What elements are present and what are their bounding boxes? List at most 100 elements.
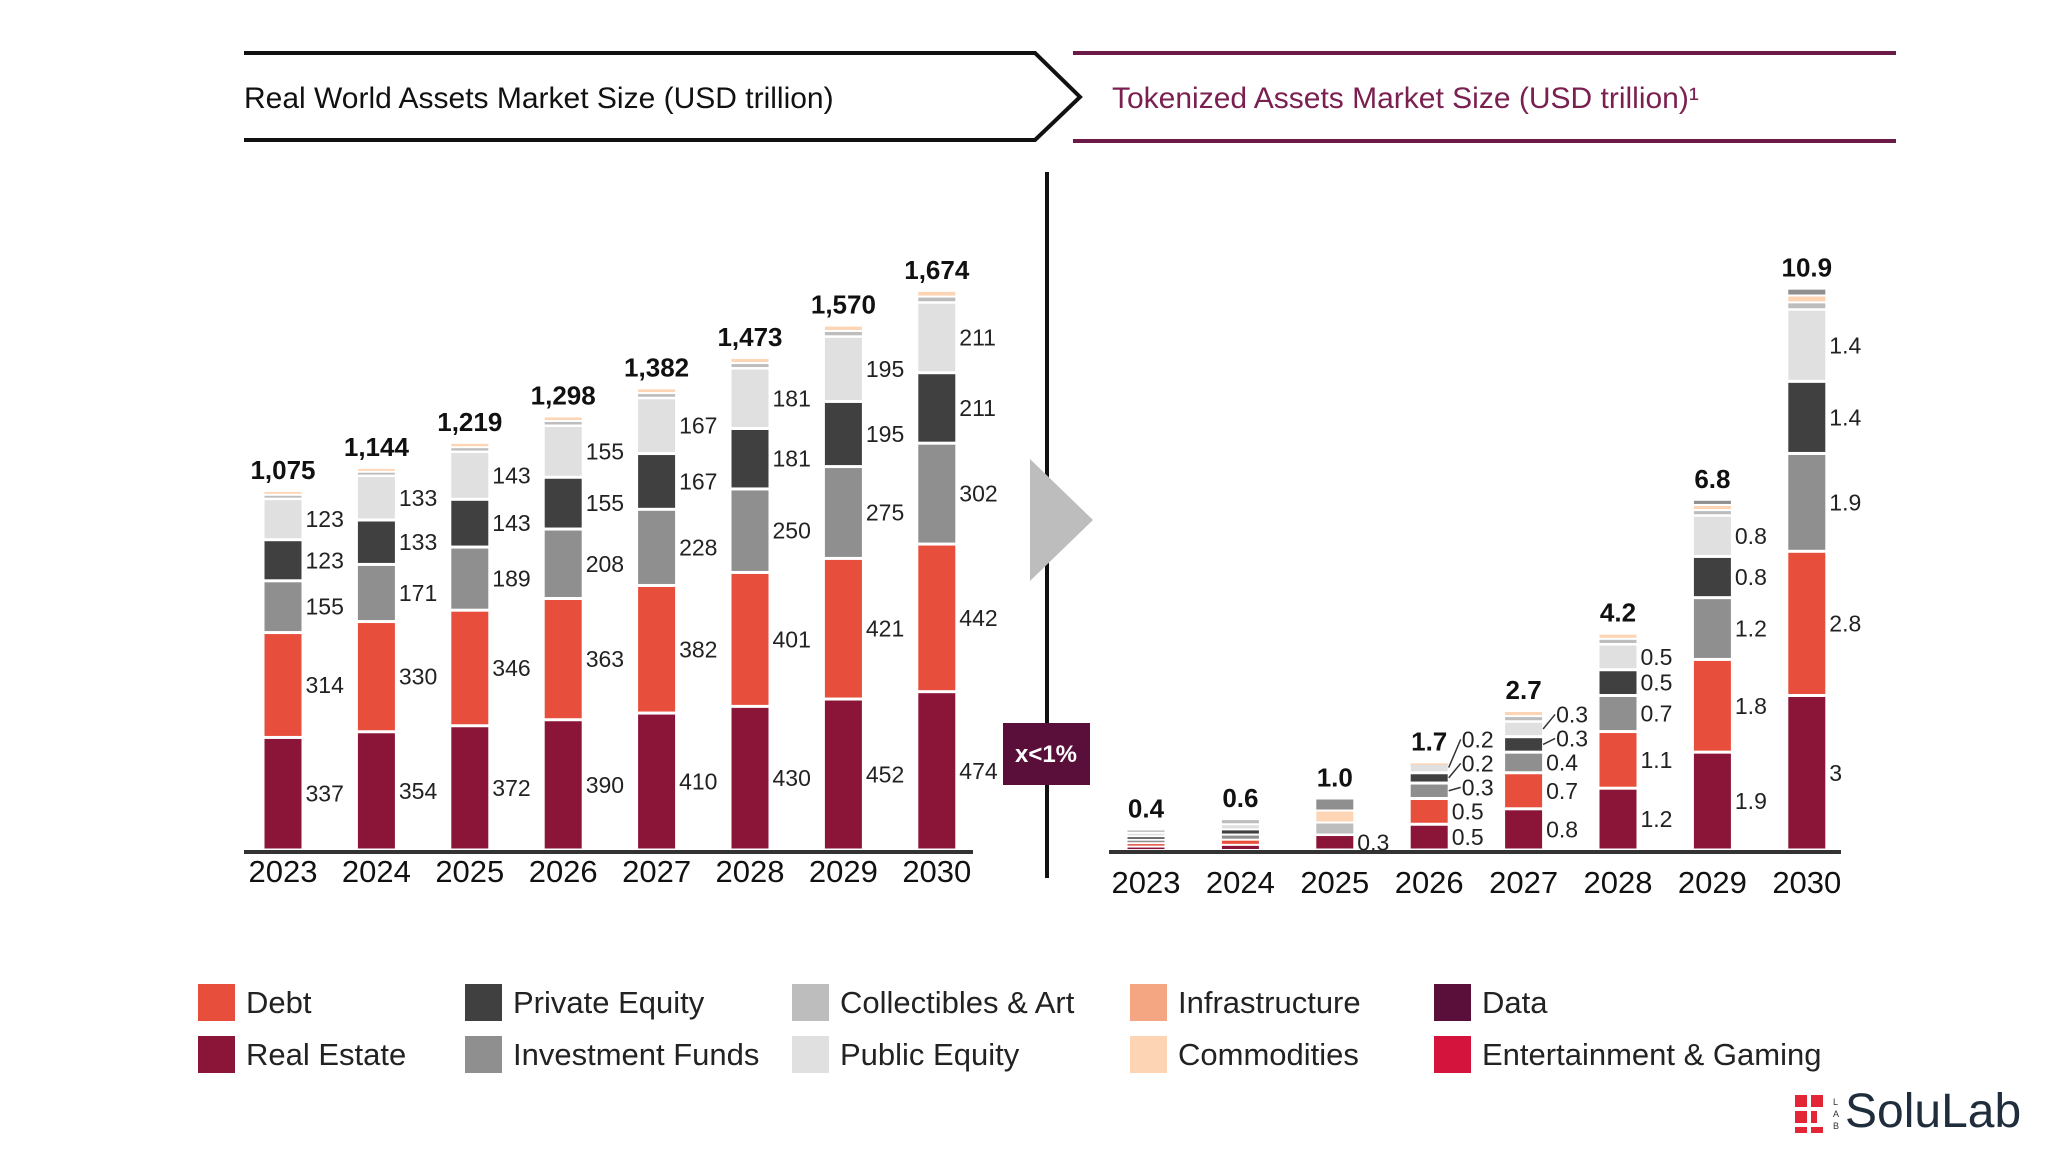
bar-segment-minor-2025 (1316, 823, 1354, 834)
bar-segment-public-equity-2024 (357, 477, 395, 519)
value-label: 0.3 (1462, 774, 1494, 800)
bar-segment-minor-2025 (1316, 799, 1354, 810)
bar-segment-minor-2024 (1221, 825, 1259, 829)
value-label: 133 (399, 529, 437, 555)
bar-segment-public-equity-2029 (824, 337, 862, 400)
value-label: 1.8 (1735, 693, 1767, 719)
x-tick-label: 2026 (1395, 865, 1464, 900)
value-label: 1.4 (1829, 404, 1861, 430)
total-label: 1,382 (624, 352, 689, 382)
value-label: 211 (959, 395, 996, 421)
value-label: 195 (866, 356, 904, 382)
value-label: 0.2 (1462, 726, 1494, 752)
total-label: 6.8 (1694, 464, 1730, 494)
legend-swatch (1434, 984, 1471, 1021)
bar-segment-real-estate-2029 (824, 700, 862, 849)
left-header-arrow (244, 51, 1083, 142)
bar-segment-public-equity-2028 (1599, 645, 1637, 669)
bar-segment-real-estate-2027 (638, 714, 676, 849)
value-label: 1.2 (1641, 806, 1673, 832)
bar-segment-minor-2024 (1221, 820, 1259, 824)
value-label: 442 (959, 605, 997, 631)
bar-segment-private-equity-2026 (544, 478, 582, 528)
legend-label: Public Equity (840, 1037, 1020, 1072)
bar-segment-minor-2023 (1127, 837, 1165, 839)
value-label: 0.8 (1735, 564, 1767, 590)
bar-segment-debt-2029 (1693, 660, 1731, 751)
legend-swatch (1434, 1036, 1471, 1073)
value-label: 0.3 (1556, 701, 1588, 727)
bar-segment-private-equity-2026 (1410, 774, 1448, 782)
value-label: 0.3 (1556, 725, 1588, 751)
x-tick-label: 2023 (1112, 865, 1181, 900)
value-label: 123 (306, 506, 344, 532)
bar-segment-public-equity-2030 (918, 303, 956, 372)
value-label: 314 (306, 672, 345, 698)
bar-segment-minor-2028 (731, 359, 769, 363)
x-tick-label: 2026 (529, 854, 598, 889)
bar-segment-investment-funds-2030 (918, 444, 956, 543)
bar-segment-minor-2030 (1788, 303, 1826, 309)
bar-segment-public-equity-2023 (264, 500, 302, 539)
bar-segment-minor-2030 (1788, 296, 1826, 302)
bar-segment-minor-2029 (1693, 511, 1731, 515)
bar-segment-debt-2023 (264, 634, 302, 736)
value-label: 474 (959, 758, 998, 784)
bar-segment-debt-2025 (451, 611, 489, 725)
bar-segment-minor-2023 (1127, 830, 1165, 832)
label-leader-line (1542, 713, 1556, 730)
bar-segment-real-estate-2024 (357, 733, 395, 849)
total-label: 4.2 (1600, 598, 1636, 628)
value-label: 0.7 (1546, 778, 1578, 804)
bar-segment-public-equity-2028 (731, 369, 769, 427)
bar-segment-investment-funds-2023 (264, 582, 302, 632)
value-label: 372 (492, 775, 530, 801)
right-header-title: Tokenized Assets Market Size (USD trilli… (1112, 82, 1699, 115)
bar-segment-minor-2024 (1221, 830, 1259, 834)
ratio-badge (1003, 723, 1090, 785)
value-label: 250 (773, 518, 811, 544)
bar-segment-minor-2024 (1221, 835, 1259, 839)
bar-segment-minor-2025 (451, 448, 489, 451)
bar-segment-private-equity-2030 (918, 374, 956, 442)
value-label: 0.4 (1546, 749, 1578, 775)
value-label: 0.5 (1641, 644, 1673, 670)
value-label: 181 (773, 446, 811, 472)
bar-segment-investment-funds-2027 (638, 510, 676, 584)
legend-swatch (465, 984, 502, 1021)
rwa-chart: 337 314 155 123 123 1,075 2023 354 330 171 133 133 1… (244, 255, 998, 889)
bar-segment-real-estate-2026 (1410, 825, 1448, 849)
bar-segment-minor-2023 (1127, 847, 1165, 850)
value-label: 3 (1829, 760, 1842, 786)
value-label: 1.9 (1829, 489, 1861, 515)
bar-segment-private-equity-2027 (1505, 738, 1543, 751)
bar-segment-real-estate-2026 (544, 721, 582, 849)
legend-label: Infrastructure (1178, 985, 1361, 1020)
value-label: 354 (399, 778, 438, 804)
value-label: 401 (773, 626, 811, 652)
bar-segment-debt-2027 (1505, 774, 1543, 808)
bar-segment-debt-2030 (918, 545, 956, 691)
x-tick-label: 2023 (249, 854, 318, 889)
x-tick-label: 2027 (622, 854, 691, 889)
bar-segment-minor-2026 (1410, 763, 1448, 765)
value-label: 1.2 (1735, 616, 1767, 642)
total-label: 1,075 (250, 455, 315, 485)
value-label: 171 (399, 580, 437, 606)
total-label: 1.7 (1411, 726, 1447, 756)
x-tick-label: 2028 (1584, 865, 1653, 900)
bar-segment-private-equity-2028 (731, 429, 769, 488)
value-label: 123 (306, 547, 344, 573)
bar-segment-real-estate-2023 (264, 738, 302, 849)
bar-segment-debt-2026 (1410, 800, 1448, 823)
bar-segment-minor-2029 (824, 331, 862, 336)
bar-segment-investment-funds-2026 (544, 530, 582, 597)
bar-segment-private-equity-2023 (264, 541, 302, 580)
value-label: 133 (399, 485, 437, 511)
value-label: 275 (866, 499, 904, 525)
bar-segment-minor-2028 (1599, 639, 1637, 643)
bar-segment-minor-2023 (1127, 840, 1165, 843)
bar-segment-debt-2026 (544, 599, 582, 719)
bar-segment-public-equity-2027 (1505, 722, 1543, 736)
